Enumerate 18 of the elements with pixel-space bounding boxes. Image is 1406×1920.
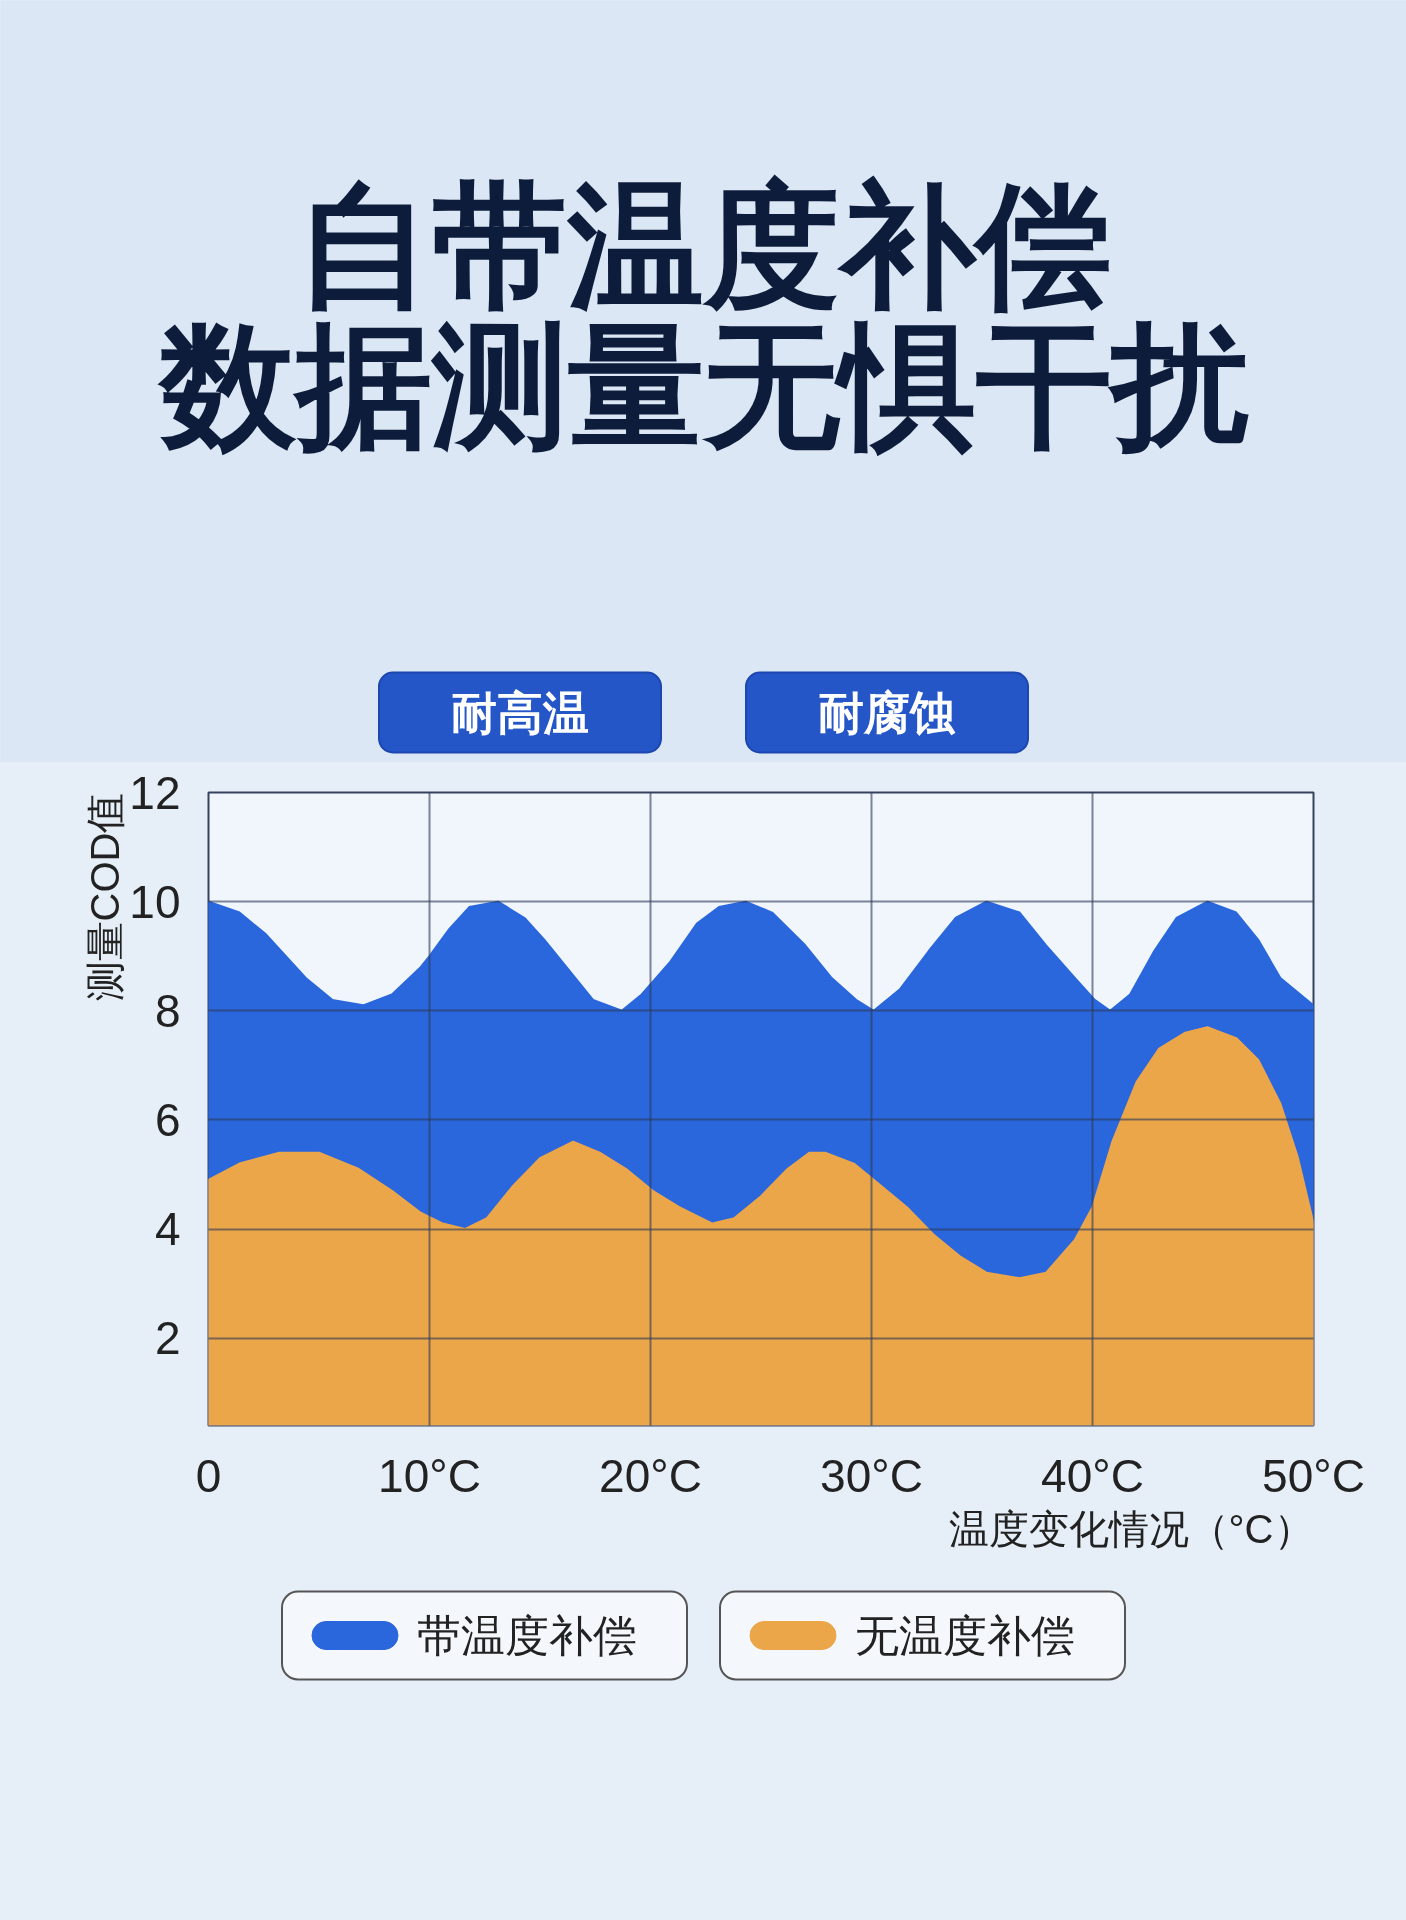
x-axis-title: 温度变化情况（°C） xyxy=(948,1506,1314,1551)
text: 耐腐蚀 xyxy=(818,686,956,739)
y-tick-label: 8 xyxy=(154,984,181,1037)
y-tick-label: 2 xyxy=(154,1312,181,1365)
y-axis-title: 测量COD值 xyxy=(82,792,127,1002)
y-tick-label: 12 xyxy=(129,766,181,819)
x-tick-label: 40°C xyxy=(1041,1449,1144,1502)
y-tick-label: 6 xyxy=(154,1093,181,1146)
legend-label: 无温度补偿 xyxy=(855,1611,1075,1660)
x-tick-label: 0 xyxy=(195,1449,222,1502)
y-tick-label: 10 xyxy=(129,875,181,928)
y-tick-label: 4 xyxy=(154,1203,181,1256)
x-tick-label: 20°C xyxy=(599,1449,702,1502)
x-tick-label: 30°C xyxy=(820,1449,923,1502)
x-tick-label: 50°C xyxy=(1262,1449,1365,1502)
x-tick-label: 10°C xyxy=(378,1449,481,1502)
legend-label: 带温度补偿 xyxy=(417,1611,637,1660)
text: 耐高温 xyxy=(451,686,589,739)
